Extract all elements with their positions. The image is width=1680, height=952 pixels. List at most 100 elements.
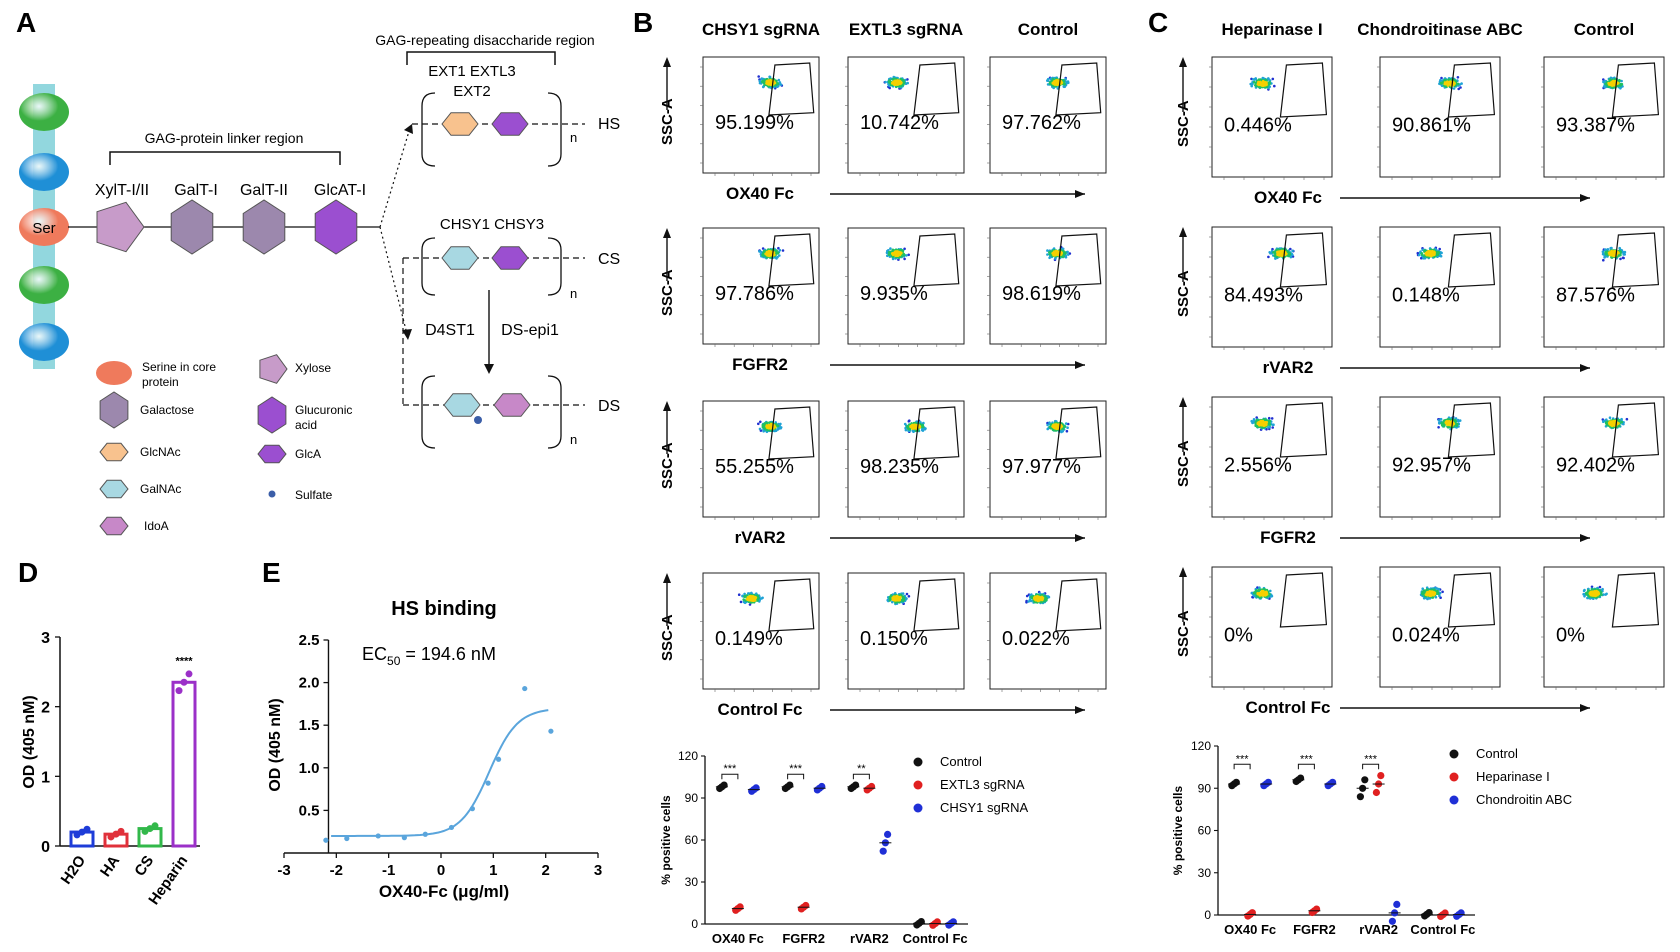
- y-tick-label: 2.5: [299, 632, 320, 649]
- arrowhead-icon: [1075, 190, 1085, 198]
- y-axis-label: % positive cells: [659, 795, 673, 885]
- replicate-dot: [1457, 909, 1465, 917]
- flow-plot-frame: [702, 56, 820, 174]
- percent-positive-label: 10.742%: [860, 112, 939, 134]
- legend-glca: GlcA: [295, 447, 321, 461]
- panel-a-diagram: Ser GAG-protein linker region XylT-I/II …: [19, 32, 620, 536]
- percent-positive-label: 93.387%: [1556, 114, 1635, 136]
- significance-label: ****: [175, 655, 193, 667]
- panel-letter-a: A: [16, 7, 36, 38]
- x-tick-label: 1: [489, 862, 497, 879]
- event-dot: [757, 75, 760, 78]
- column-header: Chondroitinase ABC: [1357, 20, 1523, 39]
- x-tick-label: OX40 Fc: [712, 931, 764, 946]
- event-dot: [769, 81, 772, 84]
- y-tick-label: 0: [691, 917, 698, 931]
- event-dot: [776, 255, 779, 259]
- significance-label: ***: [1364, 753, 1378, 765]
- event-dot: [1452, 87, 1456, 90]
- legend-label: Heparinase I: [1476, 769, 1550, 784]
- event-dot: [777, 246, 780, 250]
- event-dot: [1457, 420, 1460, 423]
- percent-positive-label: 55.255%: [715, 456, 794, 478]
- flow-plot-frame: [989, 56, 1107, 174]
- flow-plot: 92.402%: [1541, 396, 1665, 520]
- event-dot: [1593, 591, 1596, 595]
- glcA-hexagon: [491, 246, 529, 270]
- replicate-dot: [1264, 778, 1272, 786]
- event-dot: [895, 81, 899, 84]
- legend-idoa: IdoA: [144, 519, 169, 533]
- replicate-dot: [917, 918, 925, 926]
- event-dot: [904, 428, 908, 432]
- replicate-dot: [1313, 905, 1321, 913]
- event-dot: [1456, 76, 1460, 79]
- legend-marker: [1449, 772, 1459, 782]
- data-point: [344, 835, 350, 842]
- row-label: OX40 Fc: [726, 184, 794, 203]
- event-dot: [777, 78, 781, 82]
- enzyme-galt1: GalT-I: [174, 182, 218, 199]
- row-label: rVAR2: [735, 528, 786, 547]
- replicate-dot: [185, 670, 193, 678]
- gate-polygon: [1055, 233, 1102, 287]
- data-point: [548, 728, 554, 734]
- legend-glucuronic-line2: acid: [295, 418, 317, 432]
- event-dot: [1056, 425, 1059, 428]
- event-dot: [1441, 590, 1444, 594]
- gate-polygon: [1055, 406, 1102, 460]
- x-tick-label: Control Fc: [1410, 922, 1475, 937]
- significance-label: ***: [1236, 753, 1250, 765]
- event-dot: [1459, 86, 1462, 89]
- row-label: rVAR2: [1263, 358, 1314, 377]
- branch-arrow-hs: [379, 127, 411, 228]
- column-header: Heparinase I: [1221, 20, 1322, 39]
- x-tick-label: FGFR2: [782, 931, 825, 946]
- legend-marker: [913, 803, 923, 813]
- arrowhead-icon: [1075, 534, 1085, 542]
- y-tick-label: 2.0: [299, 675, 320, 692]
- column-header: CHSY1 sgRNA: [702, 20, 820, 39]
- flow-plot: 87.576%: [1541, 226, 1665, 350]
- x-tick-label: -2: [330, 862, 343, 879]
- percent-positive-label: 98.235%: [860, 456, 939, 478]
- data-point: [375, 833, 381, 839]
- event-dot: [773, 429, 777, 433]
- event-dot: [1440, 76, 1443, 80]
- legend-glcnac: GlcNAc: [140, 445, 181, 459]
- replicate-dot: [852, 781, 860, 789]
- percent-positive-label: 0.022%: [1002, 628, 1070, 650]
- galNAc-hexagon-icon: [99, 479, 129, 499]
- percent-positive-label: 0.148%: [1392, 284, 1460, 306]
- row-label: Control Fc: [1246, 698, 1331, 717]
- event-dot: [1273, 84, 1276, 88]
- event-dot: [903, 257, 906, 261]
- percent-positive-label: 92.402%: [1556, 454, 1635, 476]
- flow-plot: 92.957%: [1377, 396, 1501, 520]
- legend-xylose: Xylose: [295, 361, 331, 375]
- event-dot: [1448, 422, 1452, 425]
- enzyme-xylt: XylT-I/II: [95, 182, 149, 199]
- event-dot: [1611, 252, 1615, 255]
- event-dot: [1046, 79, 1050, 82]
- event-dot: [1582, 589, 1586, 593]
- event-dot: [769, 251, 772, 255]
- event-dot: [1064, 422, 1068, 425]
- sulfate-dot-icon: [474, 416, 482, 424]
- arrowhead-icon: [1179, 57, 1187, 67]
- event-dot: [1612, 422, 1615, 425]
- flow-plot: 0.148%: [1377, 226, 1501, 350]
- event-dot: [1056, 81, 1059, 85]
- paren-right: [547, 92, 562, 167]
- event-dot: [750, 597, 754, 600]
- x-tick-label: 0: [437, 862, 445, 879]
- legend-label: EXTL3 sgRNA: [940, 777, 1025, 792]
- x-tick-label: -1: [382, 862, 395, 879]
- data-point: [469, 806, 475, 812]
- legend-glucuronic-line1: Glucuronic: [295, 403, 352, 417]
- legend-serine-line2: protein: [142, 375, 179, 389]
- gate-polygon: [913, 62, 960, 116]
- flow-plot-frame: [847, 56, 965, 174]
- event-dot: [779, 427, 782, 430]
